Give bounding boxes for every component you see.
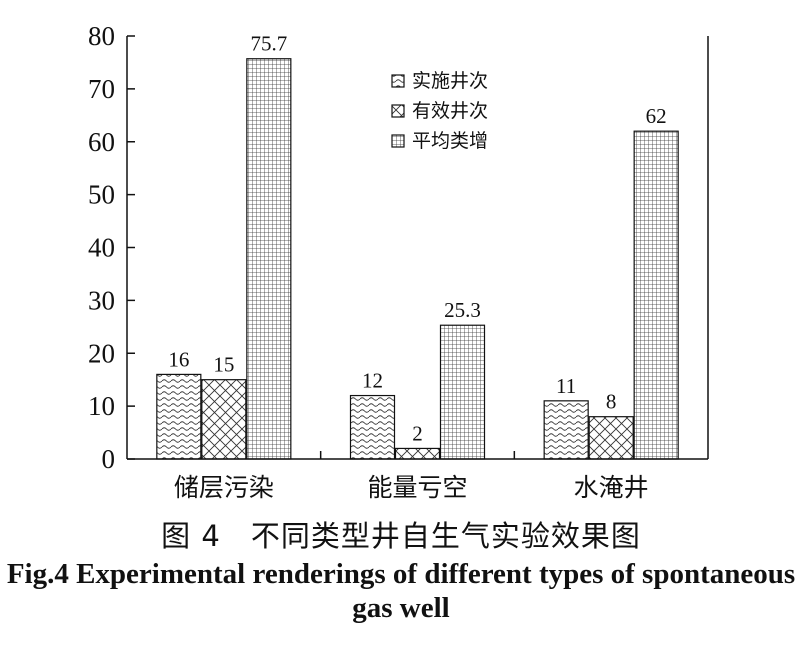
figure-caption-en: Fig.4 Experimental renderings of differe… (6, 558, 796, 624)
legend-swatch-cross (391, 104, 405, 118)
legend-label-1: 有效井次 (412, 100, 488, 122)
legend-swatch-wave (391, 74, 405, 88)
y-tick-label: 10 (88, 391, 115, 421)
legend-swatch-grid (391, 134, 405, 148)
y-tick-label: 80 (88, 21, 115, 51)
bar-wave-1 (349, 394, 396, 460)
bar-value-label: 2 (412, 421, 423, 445)
x-axis: 储层污染 能量亏空 水淹井 (174, 451, 649, 502)
y-tick-label: 60 (88, 127, 115, 157)
y-tick-label: 20 (88, 338, 115, 368)
x-category-label: 能量亏空 (367, 473, 467, 502)
legend: 实施井次 有效井次 平均类增 (391, 70, 488, 152)
bar-wave-2 (543, 400, 589, 460)
bar-value-label: 16 (168, 347, 189, 371)
y-tick-label: 0 (102, 444, 116, 474)
y-axis: 0 10 20 30 40 50 60 70 80 (88, 21, 135, 474)
legend-label-2: 平均类增 (412, 130, 488, 152)
y-tick-label: 70 (88, 74, 115, 104)
bar-wave-0 (156, 373, 202, 460)
bar-chart: 16 15 75.7 12 2 25.3 11 8 62 0 10 20 30 40 50 60 70 80 储… (88, 21, 709, 502)
bars-layer (156, 58, 679, 460)
bar-value-label: 75.7 (250, 32, 287, 56)
bar-cross-2 (588, 416, 634, 460)
y-tick-label: 30 (88, 285, 115, 315)
bar-value-label: 62 (646, 104, 667, 128)
bar-cross-0 (201, 379, 247, 460)
bar-cross-1 (394, 447, 441, 460)
bar-value-label: 11 (556, 374, 576, 398)
x-category-label: 水淹井 (574, 473, 649, 502)
bar-value-label: 25.3 (444, 298, 481, 322)
bar-grid-1 (439, 324, 486, 460)
bar-value-label: 15 (213, 353, 234, 377)
legend-label-0: 实施井次 (412, 70, 488, 92)
bar-grid-2 (633, 130, 679, 460)
y-tick-label: 50 (88, 180, 115, 210)
bar-labels-layer: 16 15 75.7 12 2 25.3 11 8 62 (168, 32, 666, 446)
bar-value-label: 8 (606, 390, 617, 414)
x-category-label: 储层污染 (174, 473, 274, 502)
bar-grid-0 (246, 58, 292, 460)
bar-value-label: 12 (362, 369, 383, 393)
figure-caption-cn: 图 4 不同类型井自生气实验效果图 (161, 519, 641, 553)
y-tick-label: 40 (88, 233, 115, 263)
